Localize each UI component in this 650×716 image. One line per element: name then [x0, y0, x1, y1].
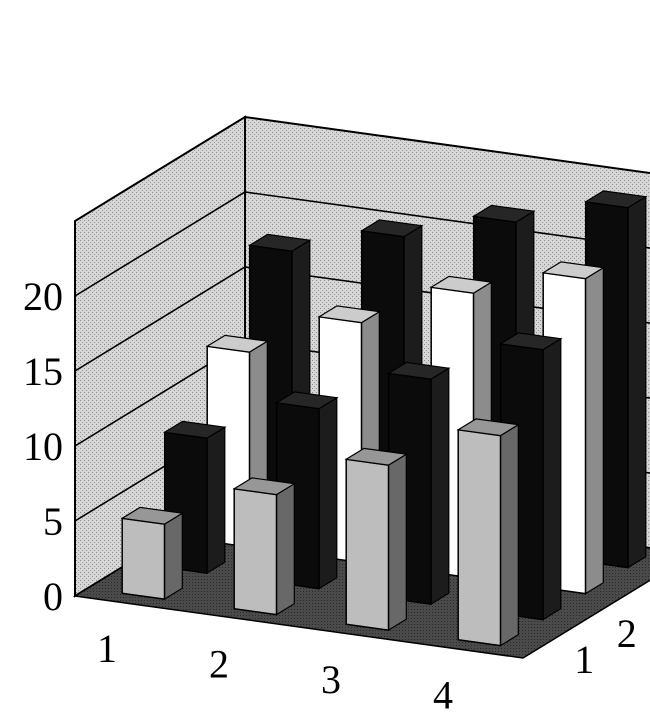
bar-side [275, 482, 295, 616]
bar-top [247, 233, 312, 252]
y-tick-label: 5 [43, 499, 63, 544]
bar-top [274, 391, 339, 410]
bar [456, 418, 521, 647]
bar-top [205, 334, 270, 353]
bar [232, 477, 297, 616]
x-axis-tick-labels: 1 2 3 4 [97, 626, 453, 716]
bar [120, 506, 185, 601]
bar-top [456, 418, 521, 437]
depth-tick-label: 1 [574, 637, 594, 682]
y-tick-label: 15 [23, 349, 63, 394]
bar-side [584, 266, 604, 595]
y-tick-label: 0 [43, 574, 63, 619]
bar-top [317, 305, 382, 324]
bar-front [457, 428, 502, 647]
bar-front [345, 458, 390, 631]
bar-side [163, 512, 183, 601]
gridline [74, 191, 650, 297]
bar-top [541, 261, 606, 280]
bar-top [583, 190, 648, 209]
bar-side [387, 453, 407, 632]
depth-tick-label: 2 [617, 611, 637, 656]
bar-top [344, 447, 409, 466]
y-tick-label: 20 [23, 274, 63, 319]
bar-top [162, 420, 227, 439]
bar-side [206, 426, 226, 575]
bar-side [499, 423, 519, 647]
y-tick-label: 10 [23, 424, 63, 469]
x-tick-label: 1 [97, 626, 117, 671]
bar-top [120, 506, 185, 525]
bar-top [386, 361, 451, 380]
bar-top [359, 219, 424, 238]
bar-top [471, 204, 536, 223]
bar-side [318, 396, 338, 590]
x-tick-label: 4 [433, 672, 453, 716]
bar-side [430, 367, 450, 606]
bar-top [498, 332, 563, 351]
bar-side [542, 337, 562, 621]
y-axis-tick-labels: 0 5 10 15 20 [23, 274, 63, 619]
x-tick-label: 2 [209, 641, 229, 686]
bar-front [121, 517, 166, 600]
bar [344, 447, 409, 632]
bar-side [627, 195, 647, 569]
chart-bars [120, 190, 648, 647]
bar-top [429, 275, 494, 294]
x-tick-label: 3 [321, 657, 341, 702]
bar-front [233, 487, 278, 616]
bar-top [232, 477, 297, 496]
